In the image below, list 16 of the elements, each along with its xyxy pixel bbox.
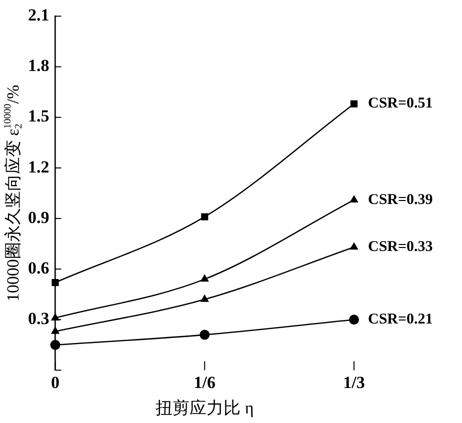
y-axis-title: 10000圈永久竖向应变 ε210000/% [2, 84, 25, 302]
y-tick-label: 2.1 [28, 6, 50, 25]
x-tick-label: 1/3 [343, 372, 365, 392]
series-label: CSR=0.33 [368, 239, 433, 256]
x-axis-title: 扭剪应力比 η [156, 398, 254, 418]
y-tick-label: 0.3 [28, 309, 50, 328]
x-tick-label: 0 [51, 372, 60, 392]
x-tick-label: 1/6 [194, 372, 216, 392]
y-tick-label: 1.5 [28, 106, 50, 126]
y-tick-label: 0.6 [28, 258, 50, 278]
y-tick-label: 1.8 [28, 56, 50, 76]
series-label: CSR=0.39 [368, 192, 433, 208]
series-label: CSR=0.51 [368, 96, 433, 112]
y-tick-label: 0.9 [28, 208, 50, 227]
y-tick-label: 1.2 [28, 157, 50, 176]
series-label: CSR=0.21 [368, 312, 433, 328]
